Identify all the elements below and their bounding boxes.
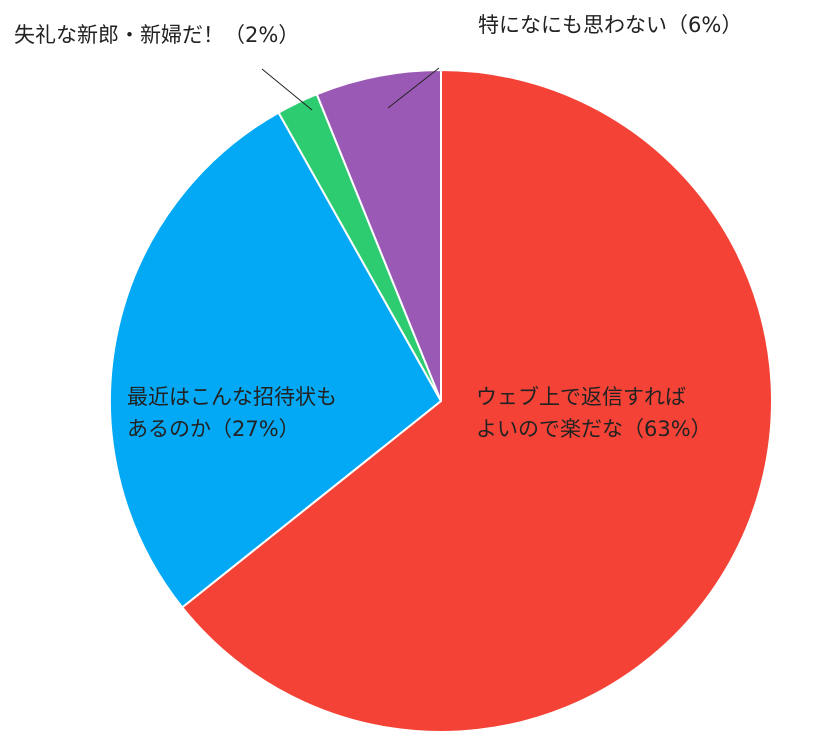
leader-line-3 xyxy=(387,67,440,109)
leader-line-2 xyxy=(261,68,313,111)
pie-labels: ウェブ上で返信すればよいので楽だな（63%） 最近はこんな招待状もあるのか（27%… xyxy=(14,13,742,441)
pie-slices xyxy=(109,69,773,733)
pie-slice-0 xyxy=(181,69,773,733)
slice-label-3: 特になにも思わない（6%） xyxy=(478,13,742,37)
slice-label-1: 最近はこんな招待状もあるのか（27%） xyxy=(127,385,337,441)
pie-slice-1 xyxy=(109,111,442,609)
slice-label-2: 失礼な新郎・新婦だ！（2%） xyxy=(14,23,299,47)
slice-label-0: ウェブ上で返信すればよいので楽だな（63%） xyxy=(476,385,712,441)
pie-slice-3 xyxy=(315,69,442,402)
